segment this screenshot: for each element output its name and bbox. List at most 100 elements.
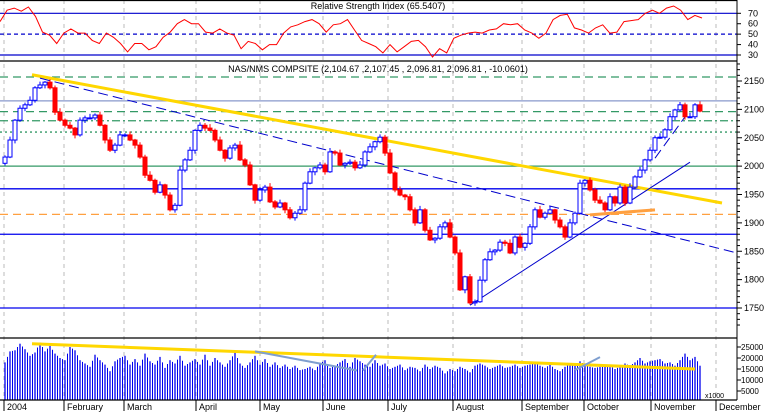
candle-body (257, 189, 263, 201)
candle-body (117, 134, 123, 146)
candle (602, 201, 608, 213)
trendline (654, 109, 691, 159)
candle (347, 159, 353, 165)
candle-body (502, 241, 508, 244)
candle-body (112, 144, 118, 151)
candle-body (362, 151, 368, 166)
candle (482, 258, 488, 283)
candle (567, 218, 573, 239)
candle-body (447, 222, 453, 238)
candle (22, 102, 28, 112)
candle-body (322, 164, 328, 173)
candle (412, 207, 418, 226)
candle (67, 121, 73, 130)
candle-body (452, 236, 458, 254)
candle (77, 117, 83, 137)
candle (367, 143, 373, 154)
candle (212, 128, 218, 143)
candle-body (127, 134, 133, 141)
candle-body (622, 186, 628, 204)
candle-body (442, 222, 448, 228)
candle-body (577, 182, 583, 214)
candle-body (602, 202, 608, 211)
candle-body (142, 156, 148, 176)
candle-body (552, 209, 558, 221)
candle (562, 224, 568, 240)
candle-body (557, 219, 563, 228)
trendline (31, 73, 723, 205)
rsi-tick-label: 70 (748, 8, 758, 18)
x-tick-label: February (67, 402, 104, 412)
candle (207, 124, 213, 132)
price-title: NAS/NMS COMPSITE (2,104.67 ,2,107.45 , 2… (228, 64, 528, 74)
candle (317, 162, 323, 170)
candle (137, 142, 143, 159)
candle-body (537, 209, 543, 218)
candle (517, 233, 523, 249)
candle (292, 210, 298, 221)
volume-tick-label: 5000 (741, 387, 759, 396)
candle (622, 184, 628, 206)
candle-body (567, 222, 573, 238)
candle (627, 183, 633, 205)
volume-trendline (362, 354, 377, 372)
candle (247, 161, 253, 186)
candle (617, 184, 623, 205)
candle (677, 101, 683, 112)
candle-body (487, 251, 493, 261)
candle-body (252, 184, 258, 201)
candle-body (562, 226, 568, 238)
rsi-panel (0, 5, 737, 58)
candle (157, 181, 163, 194)
candle-body (267, 186, 273, 203)
candle-body (592, 189, 598, 201)
candle-body (97, 114, 103, 126)
candle (132, 138, 138, 149)
candle-body (262, 186, 268, 191)
volume-trendline (254, 350, 358, 372)
candle (87, 113, 93, 120)
candle (142, 154, 148, 179)
candle-body (512, 236, 518, 254)
candle (642, 158, 648, 174)
candle-body (237, 144, 243, 161)
volume-trendline (574, 356, 601, 371)
candle (582, 179, 588, 187)
candle (497, 239, 503, 252)
candle-body (272, 201, 278, 208)
price-tick-label: 1800 (744, 275, 764, 285)
candle (467, 273, 473, 305)
candle (187, 146, 193, 162)
candle-body (612, 196, 618, 204)
candle-body (367, 146, 373, 153)
candle (127, 131, 133, 142)
volume-tick-label: 25000 (741, 343, 764, 352)
candle-body (632, 176, 638, 188)
candle-body (472, 301, 478, 304)
candle-body (147, 174, 153, 181)
candle (407, 193, 413, 212)
candle (477, 276, 483, 303)
volume-unit-label: x1000 (705, 393, 724, 400)
candle (667, 113, 673, 131)
candle-body (242, 159, 248, 166)
candle-body (157, 184, 163, 193)
candle-body (497, 241, 503, 251)
candle (377, 134, 383, 144)
candle-body (477, 279, 483, 303)
candle-body (2, 156, 8, 164)
candle (312, 166, 318, 176)
candle-body (672, 109, 678, 118)
candle-body (437, 226, 443, 239)
candle-body (637, 169, 643, 178)
x-tick-label: July (391, 402, 408, 412)
candle-body (22, 104, 28, 109)
rsi-title: Relative Strength Index (65.5407) (311, 1, 446, 11)
volume-tick-label: 20000 (741, 354, 764, 363)
candle-body (677, 104, 683, 111)
volume-moving-average (31, 342, 696, 371)
candle (392, 171, 398, 193)
candle (692, 103, 698, 120)
